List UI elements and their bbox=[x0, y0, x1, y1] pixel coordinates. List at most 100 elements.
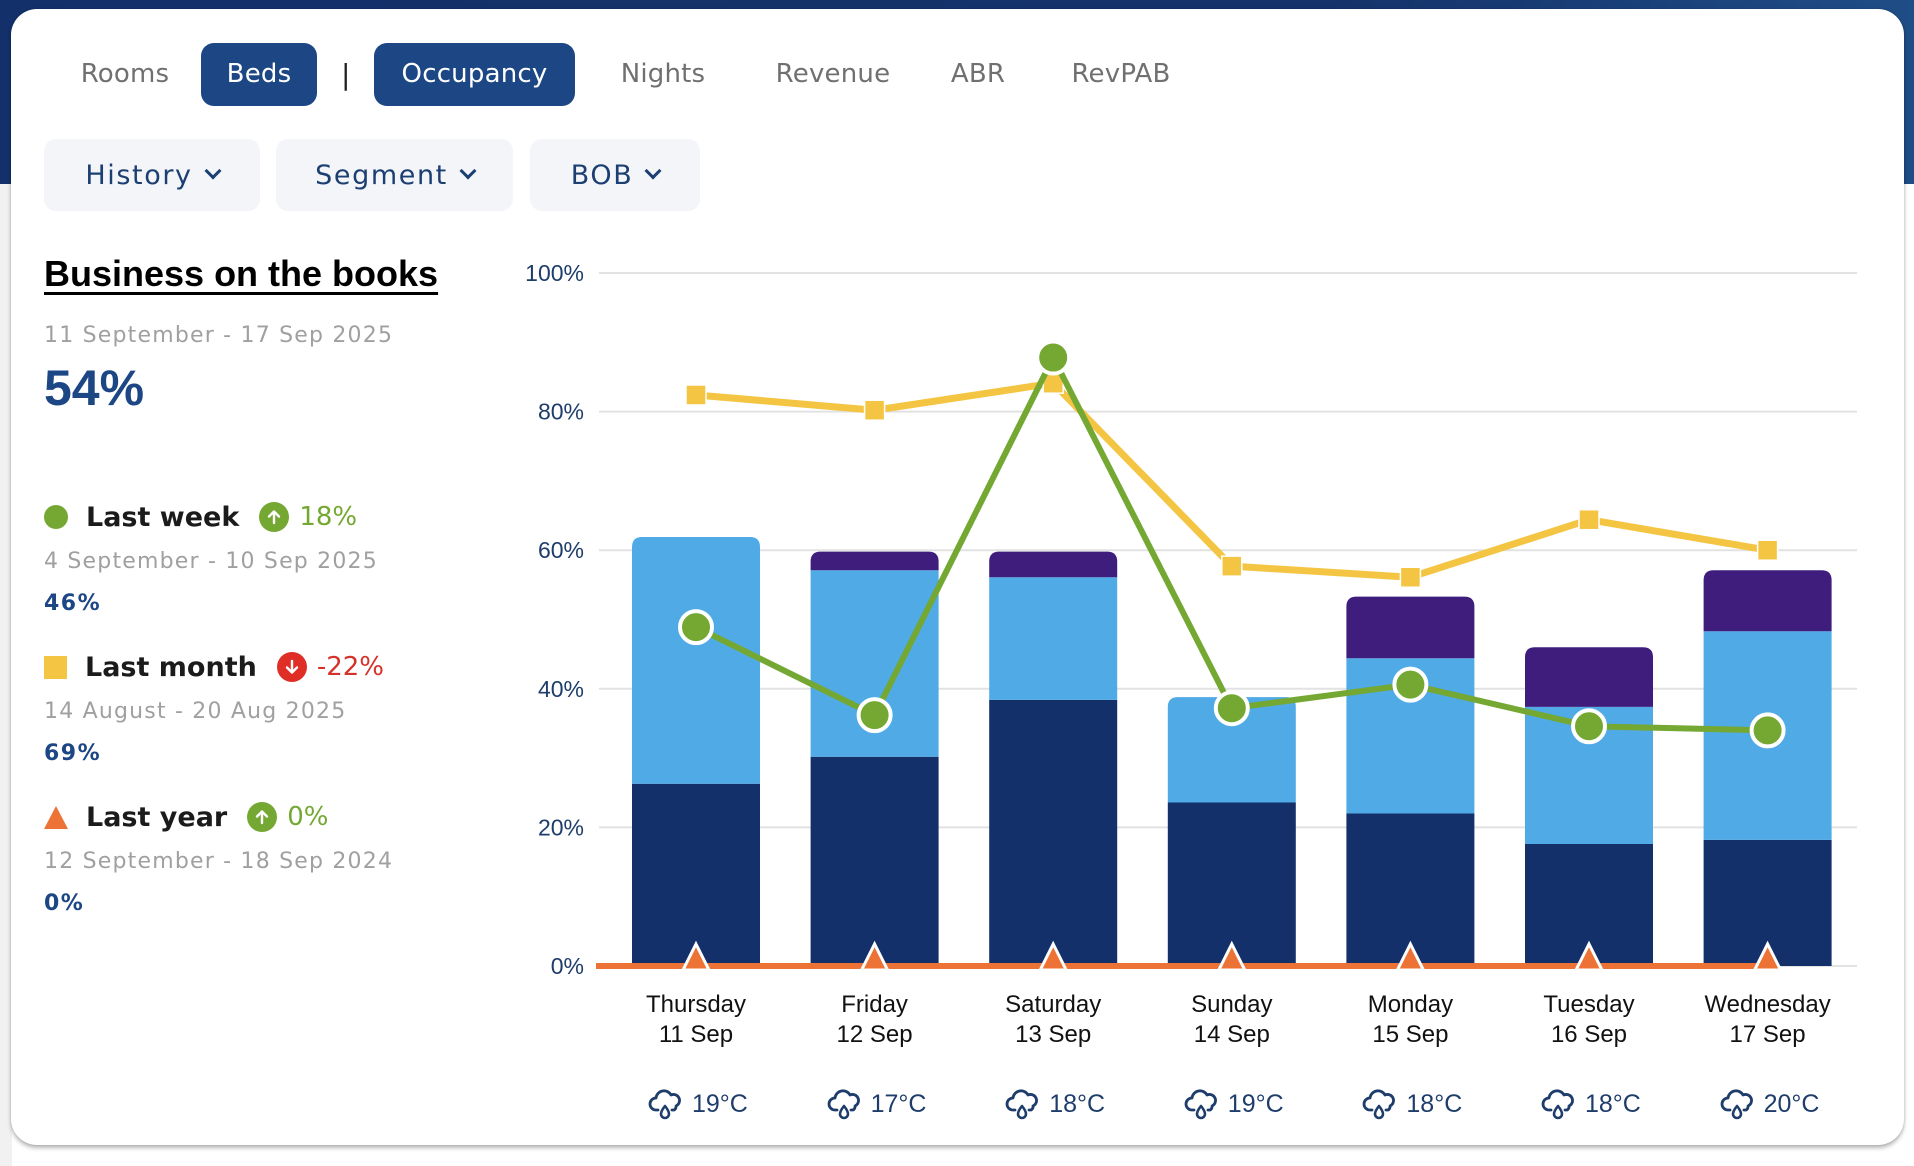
data-point-circle bbox=[1035, 339, 1072, 376]
bar-segment bbox=[810, 570, 939, 757]
history-dropdown[interactable]: History bbox=[44, 139, 260, 211]
comparison-delta: 0% bbox=[287, 802, 329, 832]
x-tick-date: 17 Sep bbox=[1730, 1021, 1806, 1048]
bar-segment bbox=[1525, 647, 1653, 707]
x-tick-date: 14 Sep bbox=[1194, 1021, 1270, 1048]
data-point-triangle bbox=[1037, 940, 1069, 972]
segment-dropdown[interactable]: Segment bbox=[276, 139, 513, 211]
data-point-triangle bbox=[1573, 940, 1605, 972]
bar-segment bbox=[1703, 839, 1832, 966]
weather-temp: 18°C bbox=[1049, 1089, 1106, 1118]
y-tick-label: 0% bbox=[551, 953, 584, 979]
data-point-square bbox=[685, 384, 707, 406]
arrow-down-circle-icon bbox=[276, 652, 307, 682]
x-tick-day: Saturday bbox=[1005, 991, 1101, 1018]
bar-segment bbox=[1525, 844, 1653, 966]
rain-cloud-icon bbox=[1005, 1089, 1039, 1120]
x-tick-day: Sunday bbox=[1191, 991, 1272, 1018]
comparison-date-range: 12 September - 18 Sep 2024 bbox=[44, 849, 394, 874]
y-tick-label: 80% bbox=[538, 399, 584, 425]
rain-cloud-icon bbox=[1541, 1089, 1574, 1120]
bar-segment bbox=[1167, 802, 1296, 966]
data-point-triangle bbox=[1216, 940, 1248, 972]
page-background bbox=[0, 184, 12, 1166]
x-tick-date: 13 Sep bbox=[1015, 1021, 1091, 1048]
triangle-marker-icon bbox=[44, 805, 68, 829]
x-tick-day: Friday bbox=[841, 991, 908, 1018]
comparison-last-year: Last year 0% bbox=[44, 797, 329, 837]
x-tick-day: Thursday bbox=[646, 991, 746, 1018]
comparison-label: Last year bbox=[86, 801, 228, 833]
tab-rooms[interactable]: Rooms bbox=[80, 59, 170, 89]
bar-segment bbox=[989, 699, 1118, 966]
bar-stack bbox=[1346, 596, 1475, 966]
weather-item: 20°C bbox=[1720, 1080, 1820, 1128]
summary-title[interactable]: Business on the books bbox=[44, 253, 439, 294]
data-point-triangle bbox=[859, 940, 891, 972]
data-point-circle bbox=[1213, 690, 1250, 727]
tab-revenue[interactable]: Revenue bbox=[775, 59, 891, 89]
y-tick-label: 100% bbox=[525, 260, 584, 286]
bar-stack bbox=[989, 551, 1118, 966]
comparison-last-week: Last week 18% bbox=[44, 497, 357, 537]
data-point-square bbox=[1578, 508, 1600, 531]
rain-cloud-icon bbox=[1720, 1089, 1753, 1120]
rain-cloud-icon bbox=[827, 1089, 860, 1120]
line-series-triangle bbox=[596, 940, 1784, 972]
weather-temp: 19°C bbox=[1227, 1089, 1284, 1118]
bar-segment bbox=[1167, 697, 1296, 803]
circle-marker-icon bbox=[44, 505, 68, 529]
tab-occupancy[interactable]: Occupancy bbox=[374, 43, 575, 106]
rain-cloud-icon bbox=[1184, 1089, 1217, 1120]
data-point-triangle bbox=[680, 940, 712, 972]
data-point-circle bbox=[856, 697, 893, 734]
comparison-value: 0% bbox=[44, 891, 85, 916]
bar-stack bbox=[1525, 647, 1653, 966]
comparison-delta: 18% bbox=[299, 502, 358, 532]
weather-item: 17°C bbox=[827, 1080, 926, 1128]
data-point-triangle bbox=[1394, 940, 1426, 972]
bar-segment bbox=[810, 551, 939, 571]
tab-beds[interactable]: Beds bbox=[201, 43, 317, 106]
summary-value: 54% bbox=[44, 360, 145, 416]
x-tick-day: Monday bbox=[1368, 991, 1453, 1018]
tab-revpab[interactable]: RevPAB bbox=[1071, 59, 1171, 89]
weather-item: 19°C bbox=[648, 1080, 748, 1128]
data-point-square bbox=[1756, 539, 1779, 561]
weather-item: 18°C bbox=[1362, 1080, 1462, 1128]
bar-segment bbox=[810, 756, 939, 966]
weather-temp: 18°C bbox=[1585, 1089, 1641, 1118]
weather-temp: 18°C bbox=[1406, 1089, 1463, 1118]
line-series-circle bbox=[678, 339, 1786, 749]
bar-stacks bbox=[632, 537, 1832, 966]
occupancy-card: Rooms Beds | Occupancy Nights Revenue AB… bbox=[11, 9, 1904, 1145]
bar-segment bbox=[1346, 813, 1475, 966]
bar-stack bbox=[632, 537, 760, 966]
weather-temp: 20°C bbox=[1763, 1089, 1820, 1118]
bob-dropdown[interactable]: BOB bbox=[530, 139, 700, 211]
weather-temp: 19°C bbox=[692, 1089, 748, 1118]
tab-abr[interactable]: ABR bbox=[950, 59, 1006, 89]
x-tick-day: Tuesday bbox=[1543, 991, 1634, 1018]
y-tick-label: 40% bbox=[538, 676, 584, 702]
bar-segment bbox=[632, 537, 760, 784]
bar-segment bbox=[1703, 570, 1832, 632]
x-tick-date: 12 Sep bbox=[837, 1021, 913, 1048]
x-tick-day: Wednesday bbox=[1704, 991, 1830, 1018]
data-point-circle bbox=[1392, 666, 1429, 703]
data-point-triangle bbox=[1752, 940, 1784, 972]
x-tick-date: 15 Sep bbox=[1372, 1021, 1448, 1048]
comparison-label: Last month bbox=[85, 651, 257, 683]
data-point-circle bbox=[1571, 708, 1607, 745]
y-tick-label: 60% bbox=[538, 537, 584, 563]
data-point-circle bbox=[678, 609, 714, 646]
weather-item: 19°C bbox=[1184, 1080, 1284, 1128]
comparison-date-range: 4 September - 10 Sep 2025 bbox=[44, 549, 378, 574]
comparison-value: 69% bbox=[44, 741, 102, 766]
tab-separator: | bbox=[341, 58, 351, 91]
x-axis-labels: Thursday 11 Sep Friday 12 Sep Saturday 13 Sep… bbox=[646, 991, 1831, 1048]
rain-cloud-icon bbox=[648, 1089, 681, 1120]
tab-nights[interactable]: Nights bbox=[620, 59, 706, 89]
bar-segment bbox=[1346, 596, 1475, 659]
bar-stack bbox=[1703, 570, 1832, 966]
